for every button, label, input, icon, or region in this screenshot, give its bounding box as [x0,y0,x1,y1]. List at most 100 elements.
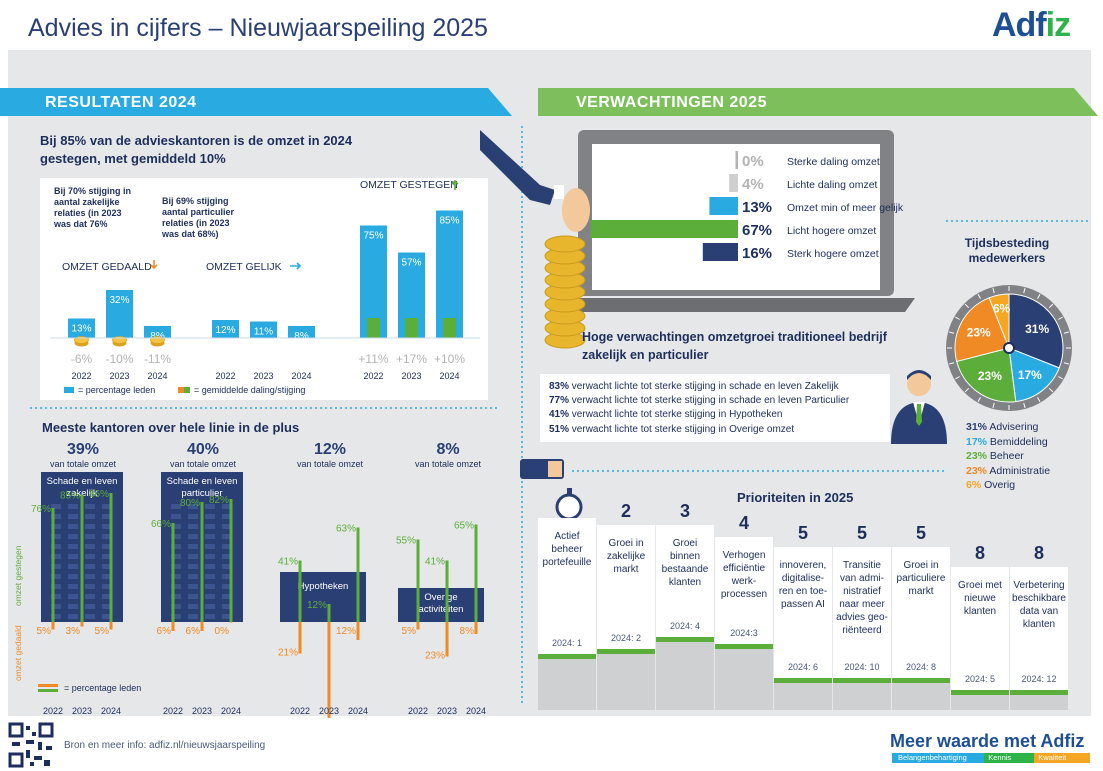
priority-label: Transitie van admi-nistratief naar meer adv… [836,560,888,636]
bar-2-2 [436,210,463,338]
up-label: 65% [454,521,474,532]
priority-label: Verhogen efficiëntie werk-processen [720,550,768,600]
pie-title: Tijdsbesteding medewerkers [964,236,1050,265]
expectation-item: 41% verwacht lichte tot sterke stijging … [549,409,783,420]
priority-prev-bar [833,678,891,710]
share-value: 8% [436,441,459,458]
building-3 [398,588,484,622]
up-line-3-1 [445,560,449,622]
up-line-2-1 [327,604,331,622]
down-line-1-0 [171,622,175,631]
expectation-item: 51% verwacht lichte tot sterke stijging … [549,424,795,435]
pie-label: 6% [993,302,1011,316]
adfiz-logo: Adfiz [992,6,1071,44]
priority-prev-bar [656,637,714,710]
priority-item: 3 Groei binnen bestaande klanten 2024: 4 [656,500,714,710]
year-label: 2022 [408,706,428,716]
building-label: Schade en leven [47,476,118,487]
priority-item: 2 Groei in zakelijke markt 2024: 2 [597,500,655,710]
bar-label: 57% [401,258,421,269]
priority-card: Verbetering beschikbare data van klanten [1010,567,1068,710]
up-label: 86% [89,489,109,500]
expectation-label: Omzet min of meer gelijk [787,202,904,214]
results-band-title: RESULTATEN 2024 [45,94,197,111]
divider-center [521,126,523,704]
priority-item: 5 Transitie van admi-nistratief naar meer ad… [833,500,891,710]
year-label: 2023 [401,371,421,381]
legend-swatch-green [38,689,58,692]
priority-prev-rank: 2024: 4 [669,621,701,631]
year-label: 2022 [363,371,383,381]
bar-0-2 [144,326,171,338]
down-label: 0% [215,626,230,637]
up-line-3-0 [416,539,420,622]
year-label: 2024 [101,706,121,716]
legend-leden: = percentage leden [78,385,155,395]
pie-slice-0 [1008,293,1064,369]
avg-label: +10% [434,352,465,366]
up-label: 12% [307,600,327,611]
priority-item: 8 Verbetering beschikbare data van klanten 20… [1010,500,1068,710]
up-line-2-2 [356,527,360,622]
priority-prev-bar [951,690,1009,710]
priority-prev-rank: 2024: 10 [844,662,880,672]
bar-label: 11% [254,327,273,338]
up-label: 85% [60,491,80,502]
up-line-0-0 [51,508,55,622]
legend-swatch-avg2 [184,387,190,393]
divider-left [30,407,498,409]
expectation-label: Licht hogere omzet [787,225,876,237]
bar-1-0 [212,320,239,338]
pie-chart: 31%17%23%23%6% [946,285,1072,411]
down-label: 5% [95,626,110,637]
down-label: 5% [402,626,417,637]
note-zakelijk: Bij 70% stijging in aantal zakelijke relat… [54,186,132,230]
legend-swatch-leden [64,387,74,393]
up-label: 41% [278,557,298,568]
down-line-0-0 [51,622,55,630]
expectations-headline-2: zakelijk en particulier [582,348,709,362]
pie-legend-item: 31% Advisering [966,421,1039,433]
down-line-3-2 [474,622,478,634]
down-label: 8% [460,626,475,637]
year-label: 2024 [147,371,167,381]
legend-avg: = gemiddelde daling/stijging [194,385,305,395]
share-label: van totale omzet [415,459,482,469]
building-label: particulier [181,488,222,499]
expectation-label: Sterke daling omzet [787,156,880,168]
priority-prev-bar [892,678,950,710]
pie-legend-item: 17% Bemiddeling [966,435,1048,448]
priority-prev-bar [597,649,655,710]
pie-legend-item: 23% Beheer [966,450,1024,462]
down-line-2-2 [356,622,360,640]
priority-label: Groei met nieuwe klanten [958,580,1002,617]
priority-label: Verbetering beschikbare data van klanten [1012,580,1066,630]
bar-1-2 [288,326,315,338]
share-label: van totale omzet [170,459,237,469]
avg-bar-2 [443,318,456,338]
year-label: 2024 [221,706,241,716]
up-label: 63% [336,524,356,535]
expectation-pct: 13% [742,199,772,216]
up-line-3-2 [474,524,478,622]
priority-rank: 5 [915,523,926,543]
priority-prev-rank: 2024: 2 [610,633,642,643]
avg-label: -10% [105,352,133,366]
priorities-title: Prioriteiten in 2025 [737,490,854,505]
laptop-base [555,298,915,312]
group-label-0: OMZET GEDAALD [62,261,152,273]
bar-0-0 [68,318,95,338]
expectation-chart: 0% Sterke daling omzet 4% Lichte daling omz… [555,130,915,312]
building-label: Schade en leven [167,476,238,487]
building-label: activiteiten [419,604,464,615]
building-2 [280,572,366,622]
source-text: Bron en meer info: adfiz.nl/nieuwsjaarsp… [64,740,266,751]
priority-prev-rank: 2024: 1 [551,638,583,648]
down-label: 23% [425,651,445,662]
pie-slice-1 [1008,347,1060,403]
building-label: Hypotheken [298,581,349,592]
down-line-2-1 [327,622,331,718]
year-label: 2024 [291,371,311,381]
bar-label: 8% [294,331,309,342]
